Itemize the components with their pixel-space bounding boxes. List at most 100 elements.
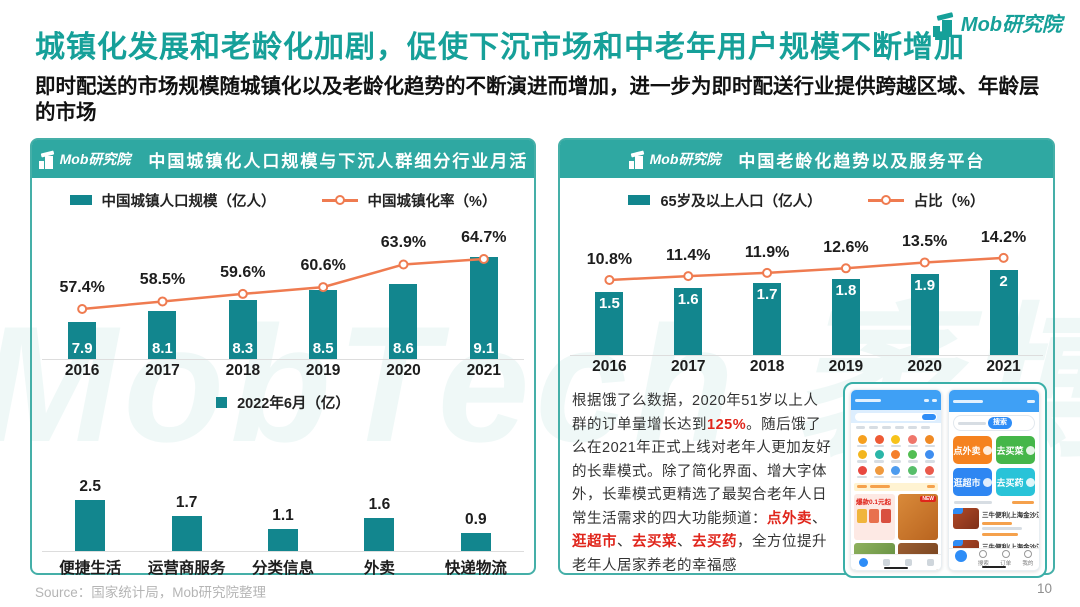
- nav-item-搜索[interactable]: 搜索: [978, 550, 989, 567]
- nav-item-订单[interactable]: 订单: [1000, 550, 1011, 567]
- food-card[interactable]: NEW: [897, 493, 938, 540]
- line-value-label: 57.4%: [59, 279, 105, 296]
- app-icon[interactable]: [904, 464, 921, 480]
- promo-card[interactable]: 爆款0.1元起: [854, 493, 895, 540]
- bar-legend-label: 中国城镇人口规模（亿人）: [101, 193, 276, 210]
- app-icon[interactable]: [871, 464, 888, 480]
- app-icon[interactable]: [871, 449, 888, 465]
- elder-button-逛超市[interactable]: 逛超市: [953, 468, 992, 496]
- app-icon[interactable]: [854, 464, 871, 480]
- page-subtitle: 即时配送的市场规模随城镇化以及老龄化趋势的不断演进而增加，进一步为即时配送行业提…: [35, 75, 1040, 124]
- app-icon[interactable]: [904, 449, 921, 465]
- left-panel-header: Mob研究院 中国城镇化人口规模与下沉人群细分行业月活: [32, 140, 534, 178]
- bar: 1.6: [674, 287, 703, 356]
- switch-version-row[interactable]: [949, 498, 1039, 506]
- category-label: 2021: [986, 358, 1021, 375]
- app-icon[interactable]: [921, 449, 938, 465]
- store-list-item[interactable]: 三牛便利(上海金沙江): [949, 506, 1039, 538]
- rate-line: [604, 252, 1009, 285]
- line-value-label: 12.6%: [823, 239, 869, 257]
- category-label: 2016: [64, 362, 100, 379]
- app-icon[interactable]: [921, 433, 938, 449]
- category-label: 2020: [907, 358, 942, 375]
- nav-icon[interactable]: [904, 559, 912, 566]
- promo-text: 爆款0.1元起: [856, 498, 892, 506]
- bottom-nav[interactable]: 搜索 订单 我的: [949, 548, 1039, 570]
- elder-button-去买药[interactable]: 去买药: [996, 468, 1035, 496]
- app-icon[interactable]: [854, 433, 871, 449]
- body-text: 、: [812, 510, 827, 527]
- app-icon[interactable]: [871, 433, 888, 449]
- elder-button-去买菜[interactable]: 去买菜: [996, 436, 1035, 464]
- bar-value-label: 1.5: [598, 295, 620, 312]
- line-value-label: 60.6%: [300, 257, 346, 275]
- line-value-label: 11.9%: [744, 243, 790, 261]
- brand-name: Mob研究院: [960, 14, 1062, 36]
- line-value-label: 11.4%: [666, 247, 711, 265]
- bar-legend-swatch: [69, 195, 92, 205]
- eleme-elder-mode-screenshot: 搜索 点外卖 去买菜 逛超市 去买药 三牛便利(上海金沙江): [948, 389, 1040, 571]
- page-number: 10: [1036, 581, 1052, 596]
- cart-icon[interactable]: [932, 398, 937, 402]
- app-icon[interactable]: [888, 433, 905, 449]
- category-label: 2016: [592, 358, 627, 375]
- body-text: 、: [677, 534, 692, 550]
- bar-legend-swatch: [628, 195, 651, 205]
- bar-value-label: 1.1: [272, 506, 294, 524]
- search-bar[interactable]: 搜索: [953, 415, 1035, 431]
- urbanization-panel: Mob研究院 中国城镇化人口规模与下沉人群细分行业月活 中国城镇人口规模（亿人）…: [30, 138, 536, 577]
- category-label: 分类信息: [252, 560, 315, 577]
- elder-button-点外卖[interactable]: 点外卖: [953, 436, 992, 464]
- mob-logo-icon: [38, 150, 56, 169]
- elder-mode-buttons: 点外卖 去买菜 逛超市 去买药: [949, 434, 1039, 498]
- home-nav-icon[interactable]: [858, 558, 868, 567]
- body-text: ，全方位提升老年人居家养老的幸福感: [572, 534, 827, 574]
- search-button[interactable]: 搜索: [988, 417, 1012, 429]
- app-icon[interactable]: [888, 464, 905, 480]
- app-icon[interactable]: [888, 449, 905, 465]
- search-bar[interactable]: [851, 410, 941, 423]
- bar: 1.7: [753, 283, 782, 356]
- nav-icon[interactable]: [882, 559, 890, 566]
- home-nav-icon[interactable]: [954, 550, 967, 562]
- bar: 8.6: [389, 284, 418, 360]
- bar-value-label: 1.6: [677, 290, 699, 308]
- category-label: 便捷生活: [59, 560, 122, 577]
- store-photo: [953, 508, 979, 529]
- bar: [460, 533, 491, 552]
- brand-name: Mob研究院: [649, 151, 721, 167]
- bar: 1.9: [910, 274, 939, 356]
- right-panel-title: 中国老龄化趋势以及服务平台: [738, 151, 986, 171]
- highlighted-text: 逛超市: [572, 534, 617, 550]
- line-legend-label: 中国城镇化率（%）: [367, 193, 497, 210]
- bar-value-label: 8.5: [312, 340, 334, 357]
- line-value-label: 13.5%: [902, 233, 948, 251]
- highlighted-text: 点外卖: [767, 510, 812, 527]
- button-icon: [1025, 445, 1035, 455]
- line-legend-label: 占比（%）: [913, 193, 985, 210]
- body-text: 、: [617, 534, 632, 550]
- body-text: 根据饿了么数据，2020年51岁以上人群的订单量增长达到: [572, 393, 819, 433]
- app-icon[interactable]: [921, 464, 938, 480]
- app-icon-grid[interactable]: [851, 432, 941, 482]
- home-indicator: [982, 566, 1006, 568]
- bar-value-label: 9.1: [473, 340, 495, 357]
- store-name: 三牛便利(上海金沙江): [982, 512, 1040, 519]
- category-label: 运营商服务: [147, 560, 226, 577]
- app-icon[interactable]: [854, 449, 871, 465]
- nav-item-我的[interactable]: 我的: [1022, 550, 1033, 567]
- bar-legend-label: 2022年6月（亿）: [237, 395, 350, 412]
- category-tabs[interactable]: [851, 423, 941, 432]
- bottom-nav[interactable]: [851, 554, 941, 570]
- message-icon[interactable]: [924, 398, 929, 402]
- app-icon[interactable]: [904, 433, 921, 449]
- left-panel-title: 中国城镇化人口规模与下沉人群细分行业月活: [148, 151, 529, 171]
- bar-value-label: 1.6: [368, 496, 391, 514]
- bar-value-label: 2: [999, 273, 1008, 290]
- mau-chart-legend: 2022年6月（亿）: [38, 390, 528, 414]
- bar-legend-label: 65岁及以上人口（亿人）: [660, 193, 822, 210]
- nav-icon[interactable]: [926, 559, 934, 566]
- bar: 2: [989, 270, 1018, 356]
- highlighted-text: 125%: [707, 416, 747, 433]
- right-panel-header: Mob研究院 中国老龄化趋势以及服务平台: [560, 140, 1053, 178]
